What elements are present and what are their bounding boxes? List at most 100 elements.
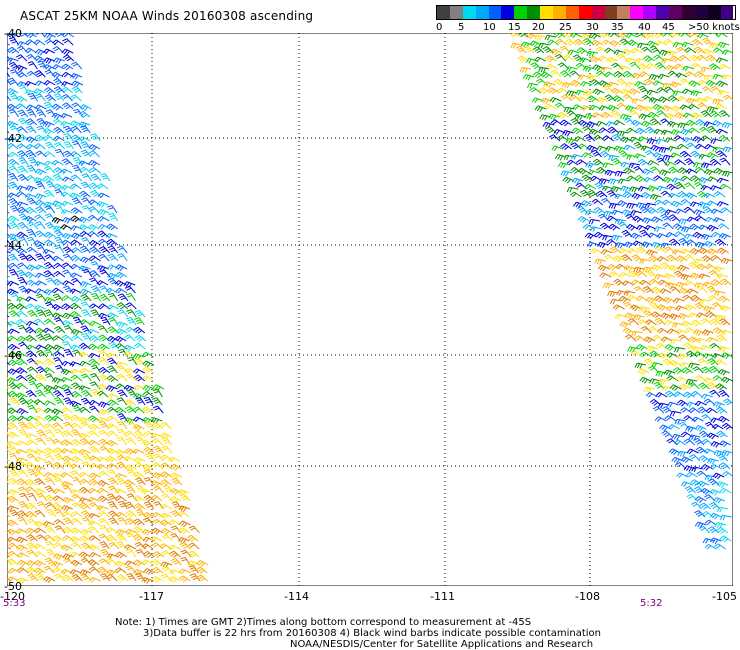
wind-barb (679, 104, 692, 111)
wind-barb (649, 166, 662, 174)
wind-barb (133, 326, 146, 334)
wind-barb (598, 105, 611, 111)
wind-barb (54, 236, 65, 246)
wind-barb (572, 54, 585, 62)
wind-barb (87, 544, 100, 552)
wind-barb (115, 533, 127, 542)
wind-barb (688, 407, 701, 414)
wind-barb (658, 49, 671, 57)
wind-barb (25, 527, 38, 535)
wind-barb (719, 462, 731, 470)
wind-barb (16, 126, 28, 134)
wind-barb (710, 208, 723, 215)
wind-barb (714, 522, 727, 529)
wind-barb (116, 477, 128, 486)
wind-barb (701, 86, 714, 94)
wind-barb (631, 192, 644, 200)
wind-barb (685, 350, 698, 358)
wind-barb (97, 487, 110, 494)
wind-barb (79, 406, 91, 414)
wind-barb (698, 247, 711, 255)
wind-barb (626, 154, 638, 161)
wind-barb (89, 423, 101, 431)
wind-barb (7, 463, 11, 470)
wind-barb (710, 254, 723, 262)
wind-barb (593, 134, 606, 142)
wind-barb (712, 472, 725, 480)
wind-barb (548, 113, 560, 121)
color-swatch-17 (656, 6, 670, 19)
wind-barb (722, 471, 733, 478)
wind-barb (115, 449, 128, 456)
wind-barb (70, 527, 83, 535)
wind-barb (188, 542, 200, 550)
wind-barb (100, 548, 111, 558)
wind-barb (142, 536, 155, 543)
wind-barb (643, 358, 656, 366)
wind-barb (610, 110, 623, 118)
wind-barb (586, 50, 598, 58)
wind-barb (43, 101, 55, 110)
wind-barb (554, 102, 567, 110)
wind-barb (633, 266, 645, 274)
wind-barb (720, 329, 733, 336)
wind-barb (642, 266, 655, 273)
wind-barb (700, 487, 713, 495)
wind-barb (554, 53, 567, 62)
wind-barb (100, 316, 111, 326)
wind-barb (639, 229, 651, 238)
wind-barb (641, 168, 654, 176)
wind-barb (719, 305, 732, 312)
wind-barb (114, 560, 127, 568)
wind-barb (622, 280, 634, 286)
wind-barb (98, 343, 110, 351)
note-line-3: NOAA/NESDIS/Center for Satellite Applica… (290, 639, 594, 650)
wind-barb (17, 276, 28, 286)
wind-barb (627, 346, 639, 353)
wind-barb (116, 245, 128, 254)
wind-barb (79, 367, 92, 374)
wind-barb (587, 189, 599, 198)
wind-barb (7, 422, 19, 430)
wind-barb (43, 534, 56, 542)
wind-barb (8, 151, 21, 158)
wind-barb (545, 126, 557, 134)
wind-barb (51, 112, 64, 120)
wind-barb (591, 198, 604, 206)
color-swatch-4 (488, 6, 502, 19)
wind-barb (17, 45, 29, 54)
wind-barb (702, 538, 715, 544)
wind-barb (641, 94, 654, 102)
wind-barb (646, 185, 659, 192)
wind-barb (78, 110, 91, 118)
wind-barb (623, 290, 636, 296)
wind-barb (16, 269, 28, 278)
wind-barb (688, 312, 701, 319)
wind-barb (651, 241, 663, 249)
wind-barb (62, 455, 74, 463)
wind-barb (69, 400, 82, 408)
wind-barb (53, 86, 65, 94)
wind-barb (690, 345, 703, 353)
wind-barb (7, 78, 12, 86)
wind-barb (691, 62, 704, 70)
wind-barb (96, 463, 109, 470)
wind-barb (637, 63, 650, 71)
wind-barb (78, 216, 91, 224)
wind-barb (679, 150, 692, 158)
wind-barb (62, 246, 75, 254)
wind-barb (70, 414, 83, 422)
wind-barb (714, 238, 727, 246)
wind-barb (116, 574, 129, 582)
wind-barb (677, 264, 690, 272)
wind-barb (602, 162, 614, 169)
wind-barb (115, 271, 128, 279)
wind-barb (696, 33, 709, 39)
wind-barb (90, 133, 101, 142)
wind-barb (619, 113, 632, 121)
wind-barb (116, 436, 127, 446)
wind-barb (16, 407, 29, 415)
wind-barb (570, 167, 582, 174)
wind-barb (79, 360, 92, 367)
wind-barb (629, 304, 642, 312)
